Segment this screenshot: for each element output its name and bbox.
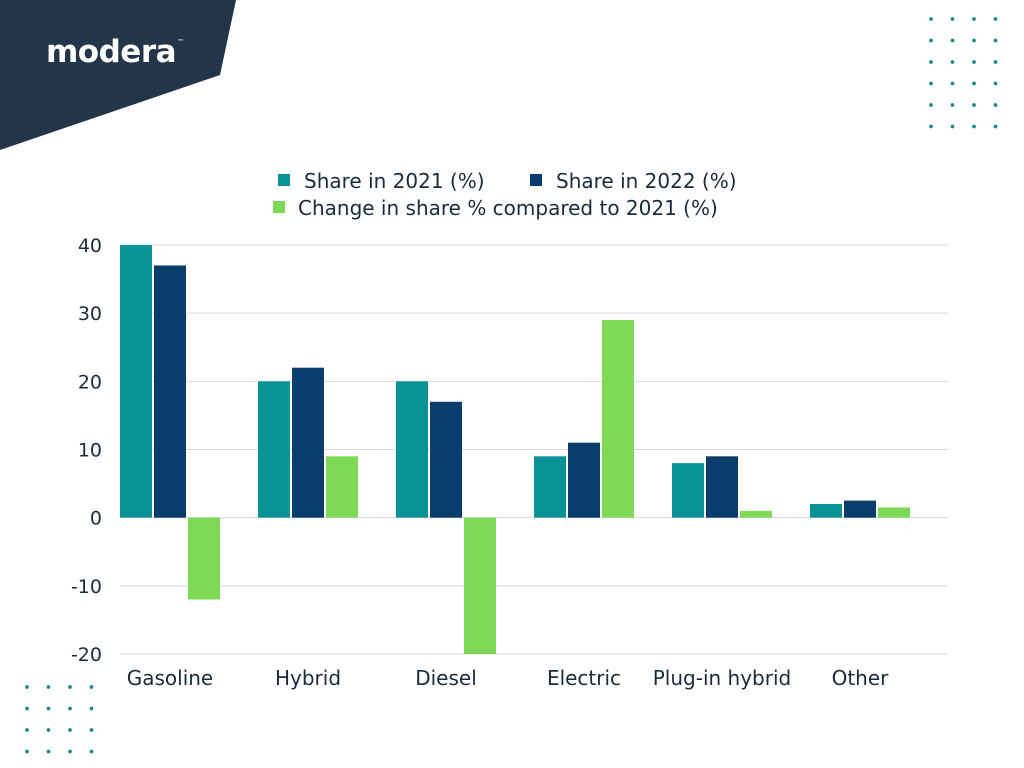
decorative-dot — [993, 38, 998, 43]
decorative-dot — [950, 17, 955, 21]
bar-diesel-series-1 — [430, 401, 462, 518]
y-tick-label: 10 — [78, 440, 102, 462]
gridlines — [120, 244, 948, 655]
bars — [120, 245, 910, 654]
decorative-dot — [950, 38, 955, 43]
legend-label-share-2021: Share in 2021 (%) — [304, 169, 485, 193]
decorative-dot — [972, 60, 976, 64]
decorative-dot — [972, 81, 976, 86]
bar-plug-in-hybrid-series-2 — [740, 510, 772, 518]
bar-other-series-2 — [878, 507, 910, 518]
legend-swatch-share-2022 — [530, 174, 542, 186]
decorative-dot — [68, 749, 72, 754]
bar-gasoline-series-1 — [154, 265, 186, 518]
x-axis: Gasoline Hybrid Diesel Electric Plug-in hybr… — [127, 666, 889, 690]
decorative-dot — [46, 685, 51, 689]
legend-swatch-share-2021 — [278, 174, 290, 186]
decorative-dot — [929, 38, 933, 43]
decorative-dot — [993, 103, 998, 107]
decorative-dot — [929, 17, 933, 21]
y-tick-label: 20 — [78, 371, 102, 393]
decorative-dot — [929, 103, 933, 107]
bar-hybrid-series-1 — [292, 367, 324, 518]
legend-label-share-2022: Share in 2022 (%) — [556, 169, 737, 193]
decorative-dot — [68, 685, 72, 689]
decorative-dot — [972, 124, 976, 129]
brand-logo[interactable]: modera™ — [46, 34, 184, 70]
decorative-dot — [68, 728, 72, 732]
bar-other-series-1 — [844, 500, 876, 518]
x-category-label: Diesel — [415, 666, 477, 690]
decorative-dot — [929, 124, 933, 129]
legend-label-change: Change in share % compared to 2021 (%) — [298, 196, 718, 220]
decorative-dot — [68, 706, 72, 711]
bar-gasoline-series-2 — [188, 517, 220, 600]
decorative-dot — [950, 103, 955, 107]
y-tick-label: -20 — [71, 644, 102, 666]
brand-name: modera — [46, 34, 177, 70]
decorative-dot — [972, 103, 976, 107]
bar-gasoline-series-0 — [120, 245, 152, 518]
bar-hybrid-series-2 — [326, 456, 358, 518]
decorative-dot — [972, 17, 976, 21]
legend: Share in 2021 (%) Share in 2022 (%) Chan… — [273, 169, 737, 220]
decorative-dot — [25, 728, 29, 732]
bar-electric-series-2 — [602, 319, 634, 518]
bar-plug-in-hybrid-series-0 — [672, 463, 704, 518]
bar-plug-in-hybrid-series-1 — [706, 456, 738, 518]
decorative-dot — [993, 124, 998, 129]
y-axis: 40 30 20 10 0 -10 -20 — [71, 235, 102, 666]
bar-hybrid-series-0 — [258, 381, 290, 518]
decorative-dot — [950, 124, 955, 129]
legend-swatch-change — [273, 201, 285, 213]
decorative-dot — [993, 60, 998, 64]
decorative-dot — [46, 728, 51, 732]
bar-other-series-0 — [810, 504, 842, 518]
decorative-dot — [89, 728, 94, 732]
x-category-label: Hybrid — [275, 666, 341, 690]
y-tick-label: 0 — [90, 508, 102, 530]
x-category-label: Gasoline — [127, 666, 214, 690]
decorative-dot — [89, 749, 94, 754]
decorative-dot-grid-top — [929, 17, 998, 129]
trademark-mark: ™ — [177, 38, 184, 46]
y-tick-label: 30 — [78, 303, 102, 325]
x-category-label: Plug-in hybrid — [653, 666, 791, 690]
decorative-dot — [89, 706, 94, 711]
decorative-dot — [89, 685, 94, 689]
decorative-dot — [46, 706, 51, 711]
bar-diesel-series-2 — [464, 517, 496, 654]
decorative-dot — [993, 17, 998, 21]
y-tick-label: -10 — [71, 576, 102, 598]
decorative-dot — [25, 685, 29, 689]
bar-electric-series-1 — [568, 442, 600, 518]
y-tick-label: 40 — [78, 235, 102, 257]
x-category-label: Other — [832, 666, 890, 690]
decorative-dot — [929, 81, 933, 86]
header-banner — [0, 0, 236, 150]
decorative-dot — [25, 749, 29, 754]
x-category-label: Electric — [547, 666, 621, 690]
decorative-dot — [993, 81, 998, 86]
bar-electric-series-0 — [534, 456, 566, 518]
decorative-dot — [25, 706, 29, 711]
decorative-dot — [46, 749, 51, 754]
decorative-dot-grid-bottom — [25, 685, 94, 754]
decorative-dot — [972, 38, 976, 43]
decorative-dot — [950, 81, 955, 86]
decorative-dot — [950, 60, 955, 64]
bar-diesel-series-0 — [396, 381, 428, 518]
decorative-dot — [929, 60, 933, 64]
